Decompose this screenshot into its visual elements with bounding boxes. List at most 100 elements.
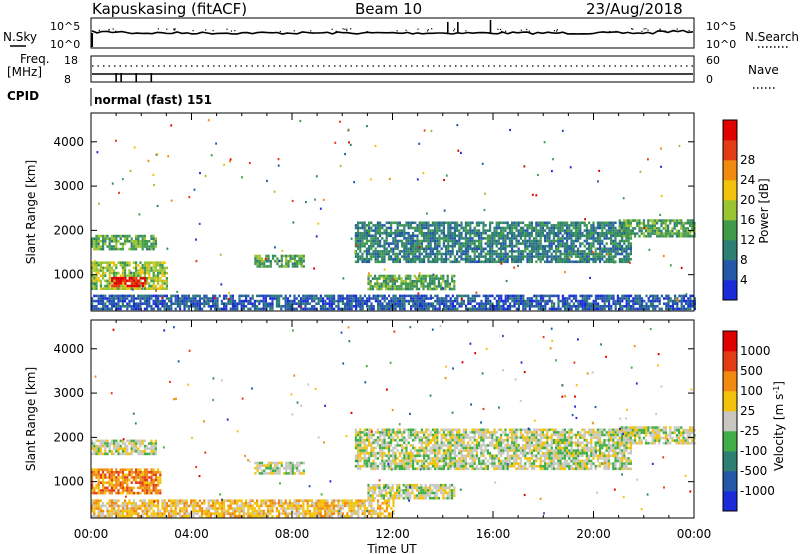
- speckle-cell: [344, 153, 346, 156]
- heatmap-cell: [508, 229, 511, 232]
- heatmap-cell: [412, 221, 415, 225]
- heatmap-cell: [689, 305, 692, 308]
- heatmap-cell: [526, 260, 529, 264]
- heatmap-cell: [445, 297, 448, 300]
- heatmap-cell: [531, 297, 534, 300]
- heatmap-cell: [93, 247, 96, 251]
- heatmap-cell: [361, 237, 364, 240]
- heatmap-cell: [502, 257, 505, 261]
- heatmap-cell: [110, 302, 113, 305]
- heatmap-cell: [605, 252, 608, 256]
- heatmap-cell: [427, 247, 430, 251]
- heatmap-cell: [363, 260, 366, 264]
- heatmap-cell: [385, 237, 388, 240]
- heatmap-cell: [264, 297, 267, 300]
- heatmap-cell: [207, 302, 210, 305]
- heatmap-cell: [368, 247, 371, 251]
- speckle-cell: [442, 287, 444, 290]
- heatmap-cell: [460, 250, 463, 253]
- heatmap-cell: [458, 305, 461, 308]
- heatmap-cell: [592, 229, 595, 232]
- heatmap-cell: [344, 305, 347, 308]
- heatmap-cell: [170, 305, 173, 308]
- heatmap-cell: [295, 297, 298, 300]
- heatmap-cell: [163, 266, 166, 270]
- heatmap-cell: [434, 247, 437, 251]
- heatmap-cell: [530, 226, 533, 230]
- heatmap-cell: [412, 433, 415, 437]
- noise-search-point: [645, 28, 647, 30]
- heatmap-cell: [596, 234, 599, 238]
- heatmap-cell: [141, 478, 144, 482]
- heatmap-cell: [432, 305, 435, 308]
- heatmap-cell: [146, 266, 149, 270]
- heatmap-cell: [377, 294, 380, 298]
- speckle-cell: [220, 283, 223, 286]
- heatmap-cell: [462, 252, 465, 256]
- heatmap-cell: [91, 302, 94, 305]
- heatmap-cell: [447, 247, 450, 251]
- heatmap-cell: [285, 254, 288, 258]
- heatmap-cell: [183, 297, 186, 300]
- heatmap-cell: [354, 444, 357, 447]
- heatmap-cell: [385, 239, 388, 243]
- heatmap-cell: [390, 221, 393, 225]
- heatmap-cell: [592, 234, 595, 238]
- heatmap-cell: [616, 252, 619, 256]
- heatmap-cell: [154, 299, 157, 303]
- heatmap-cell: [535, 255, 538, 258]
- heatmap-cell: [141, 237, 144, 240]
- heatmap-cell: [533, 299, 536, 303]
- heatmap-cell: [511, 221, 514, 225]
- heatmap-cell: [552, 242, 555, 245]
- heatmap-cell: [148, 282, 151, 285]
- heatmap-cell: [300, 262, 303, 266]
- heatmap-cell: [612, 224, 615, 227]
- heatmap-cell: [654, 307, 657, 311]
- heatmap-cell: [413, 282, 416, 286]
- heatmap-cell: [150, 452, 153, 456]
- heatmap-cell: [308, 307, 311, 311]
- heatmap-cell: [102, 305, 105, 308]
- heatmap-cell: [412, 260, 415, 264]
- heatmap-cell: [385, 444, 388, 447]
- heatmap-cell: [383, 260, 386, 264]
- heatmap-cell: [409, 454, 412, 458]
- heatmap-cell: [620, 232, 623, 235]
- heatmap-cell: [372, 244, 375, 248]
- heatmap-cell: [95, 269, 98, 272]
- heatmap-cell: [139, 282, 142, 285]
- heatmap-cell: [396, 428, 399, 432]
- heatmap-cell: [150, 269, 153, 272]
- noise-search-point: [396, 30, 398, 32]
- heatmap-cell: [686, 229, 689, 233]
- heatmap-cell: [473, 239, 476, 243]
- heatmap-cell: [154, 274, 157, 277]
- speckle-cell: [317, 222, 320, 225]
- heatmap-cell: [365, 229, 368, 232]
- heatmap-cell: [150, 473, 153, 477]
- heatmap-cell: [126, 297, 129, 300]
- heatmap-cell: [161, 302, 164, 305]
- heatmap-cell: [464, 247, 467, 251]
- heatmap-cell: [393, 274, 396, 278]
- heatmap-cell: [302, 254, 305, 258]
- heatmap-cell: [475, 239, 478, 243]
- heatmap-cell: [693, 302, 696, 305]
- heatmap-cell: [434, 231, 437, 235]
- heatmap-cell: [370, 428, 373, 432]
- speckle-cell: [348, 141, 350, 144]
- heatmap-cell: [117, 271, 120, 275]
- heatmap-cell: [530, 231, 533, 235]
- heatmap-cell: [146, 473, 149, 477]
- heatmap-cell: [126, 447, 129, 450]
- heatmap-cell: [640, 229, 643, 233]
- heatmap-cell: [651, 232, 654, 235]
- heatmap-cell: [431, 224, 434, 227]
- heatmap-cell: [119, 476, 122, 479]
- heatmap-cell: [451, 307, 454, 311]
- heatmap-cell: [146, 484, 149, 487]
- heatmap-cell: [108, 447, 111, 450]
- heatmap-cell: [376, 244, 379, 248]
